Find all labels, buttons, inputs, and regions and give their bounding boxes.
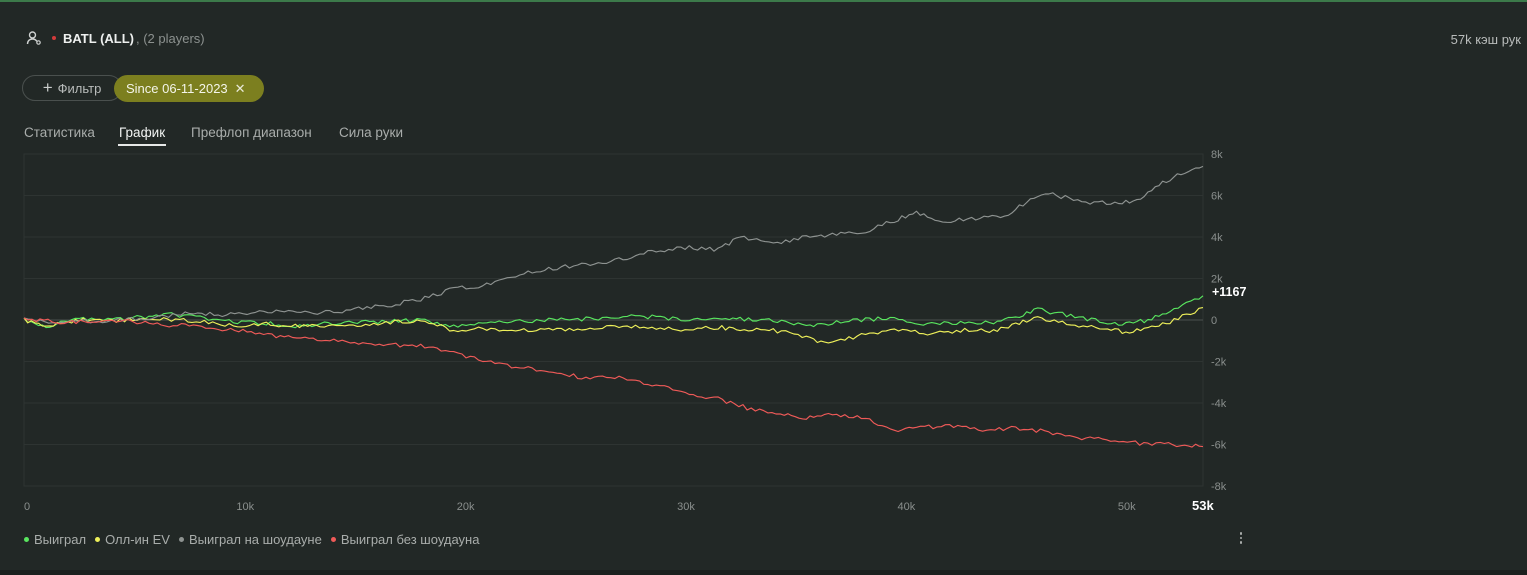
results-chart: 8k 6k 4k 2k 0 -2k -4k -6k -8k 0 10k 20k 30k 40k 50k 53k… [23,150,1246,513]
chart-legend: Выиграл Олл-ин EV Выиграл на шоудауне Вы… [24,532,488,547]
hands-count: 57k кэш рук [1450,32,1521,47]
legend-item-non-showdown[interactable]: Выиграл без шоудауна [330,532,480,547]
y-tick-label: 2k [1211,274,1223,286]
legend-item-showdown[interactable]: Выиграл на шоудауне [178,532,322,547]
legend-dot-non-showdown [330,537,336,542]
add-filter-label: Фильтр [57,80,102,96]
x-tick-label: 30k [677,501,695,513]
legend-label-allin-ev: Олл-ин EV [105,532,170,547]
bottom-band [0,570,1527,575]
end-value-label: +1167 [1212,285,1246,299]
tab-statistics[interactable]: Статистика [24,125,95,140]
tab-hand-strength[interactable]: Сила руки [339,125,403,140]
series-line-won [23,295,1204,329]
y-tick-label: 0 [1211,315,1217,327]
legend-dot-showdown [178,537,184,542]
y-tick-label: -6k [1211,440,1227,452]
user-group-icon [26,31,41,45]
date-filter-chip[interactable]: Since 06-11-2023 ✕ [114,75,264,102]
y-tick-label: 6k [1211,191,1223,203]
close-icon[interactable]: ✕ [234,80,246,96]
y-tick-label: 4k [1211,232,1223,244]
series-line-allin_ev [23,307,1204,344]
chart-series [23,165,1204,448]
date-filter-label: Since 06-11-2023 [126,81,228,96]
player-count: , (2 players) [136,30,205,46]
x-tick-label: 40k [897,501,915,513]
legend-dot-allin-ev [95,537,101,542]
plus-icon: + [42,78,53,97]
series-line-showdown [23,165,1204,325]
add-filter-button[interactable]: + Фильтр [22,75,122,101]
chart-labels: 8k 6k 4k 2k 0 -2k -4k -6k -8k 0 10k 20k 30k 40k 50k 53k… [24,150,1246,513]
series-line-non_showdown [23,317,1204,448]
legend-label-non-showdown: Выиграл без шоудауна [340,532,480,547]
legend-label-won: Выиграл [34,532,87,547]
player-title: BATL (ALL) [63,30,134,46]
x-tick-label: 10k [236,501,254,513]
y-tick-label: -4k [1211,398,1227,410]
legend-item-won[interactable]: Выиграл [24,532,86,547]
x-tick-label: 20k [457,501,475,513]
tab-preflop-range[interactable]: Префлоп диапазон [191,125,312,140]
legend-item-allin-ev[interactable]: Олл-ин EV [95,532,170,547]
more-options-icon[interactable] [1233,529,1249,547]
x-tick-label: 50k [1118,501,1136,513]
y-tick-label: 8k [1211,150,1223,161]
player-header: BATL (ALL) , (2 players) [26,29,205,47]
legend-dot-won [24,537,29,542]
status-dot [52,36,56,40]
x-tick-label: 0 [24,501,30,513]
x-end-label: 53k [1192,498,1214,513]
y-tick-label: -2k [1211,357,1227,369]
legend-label-showdown: Выиграл на шоудауне [188,532,322,547]
y-tick-label: -8k [1211,481,1227,493]
tab-graph[interactable]: График [117,125,167,146]
top-accent-line [0,0,1527,2]
